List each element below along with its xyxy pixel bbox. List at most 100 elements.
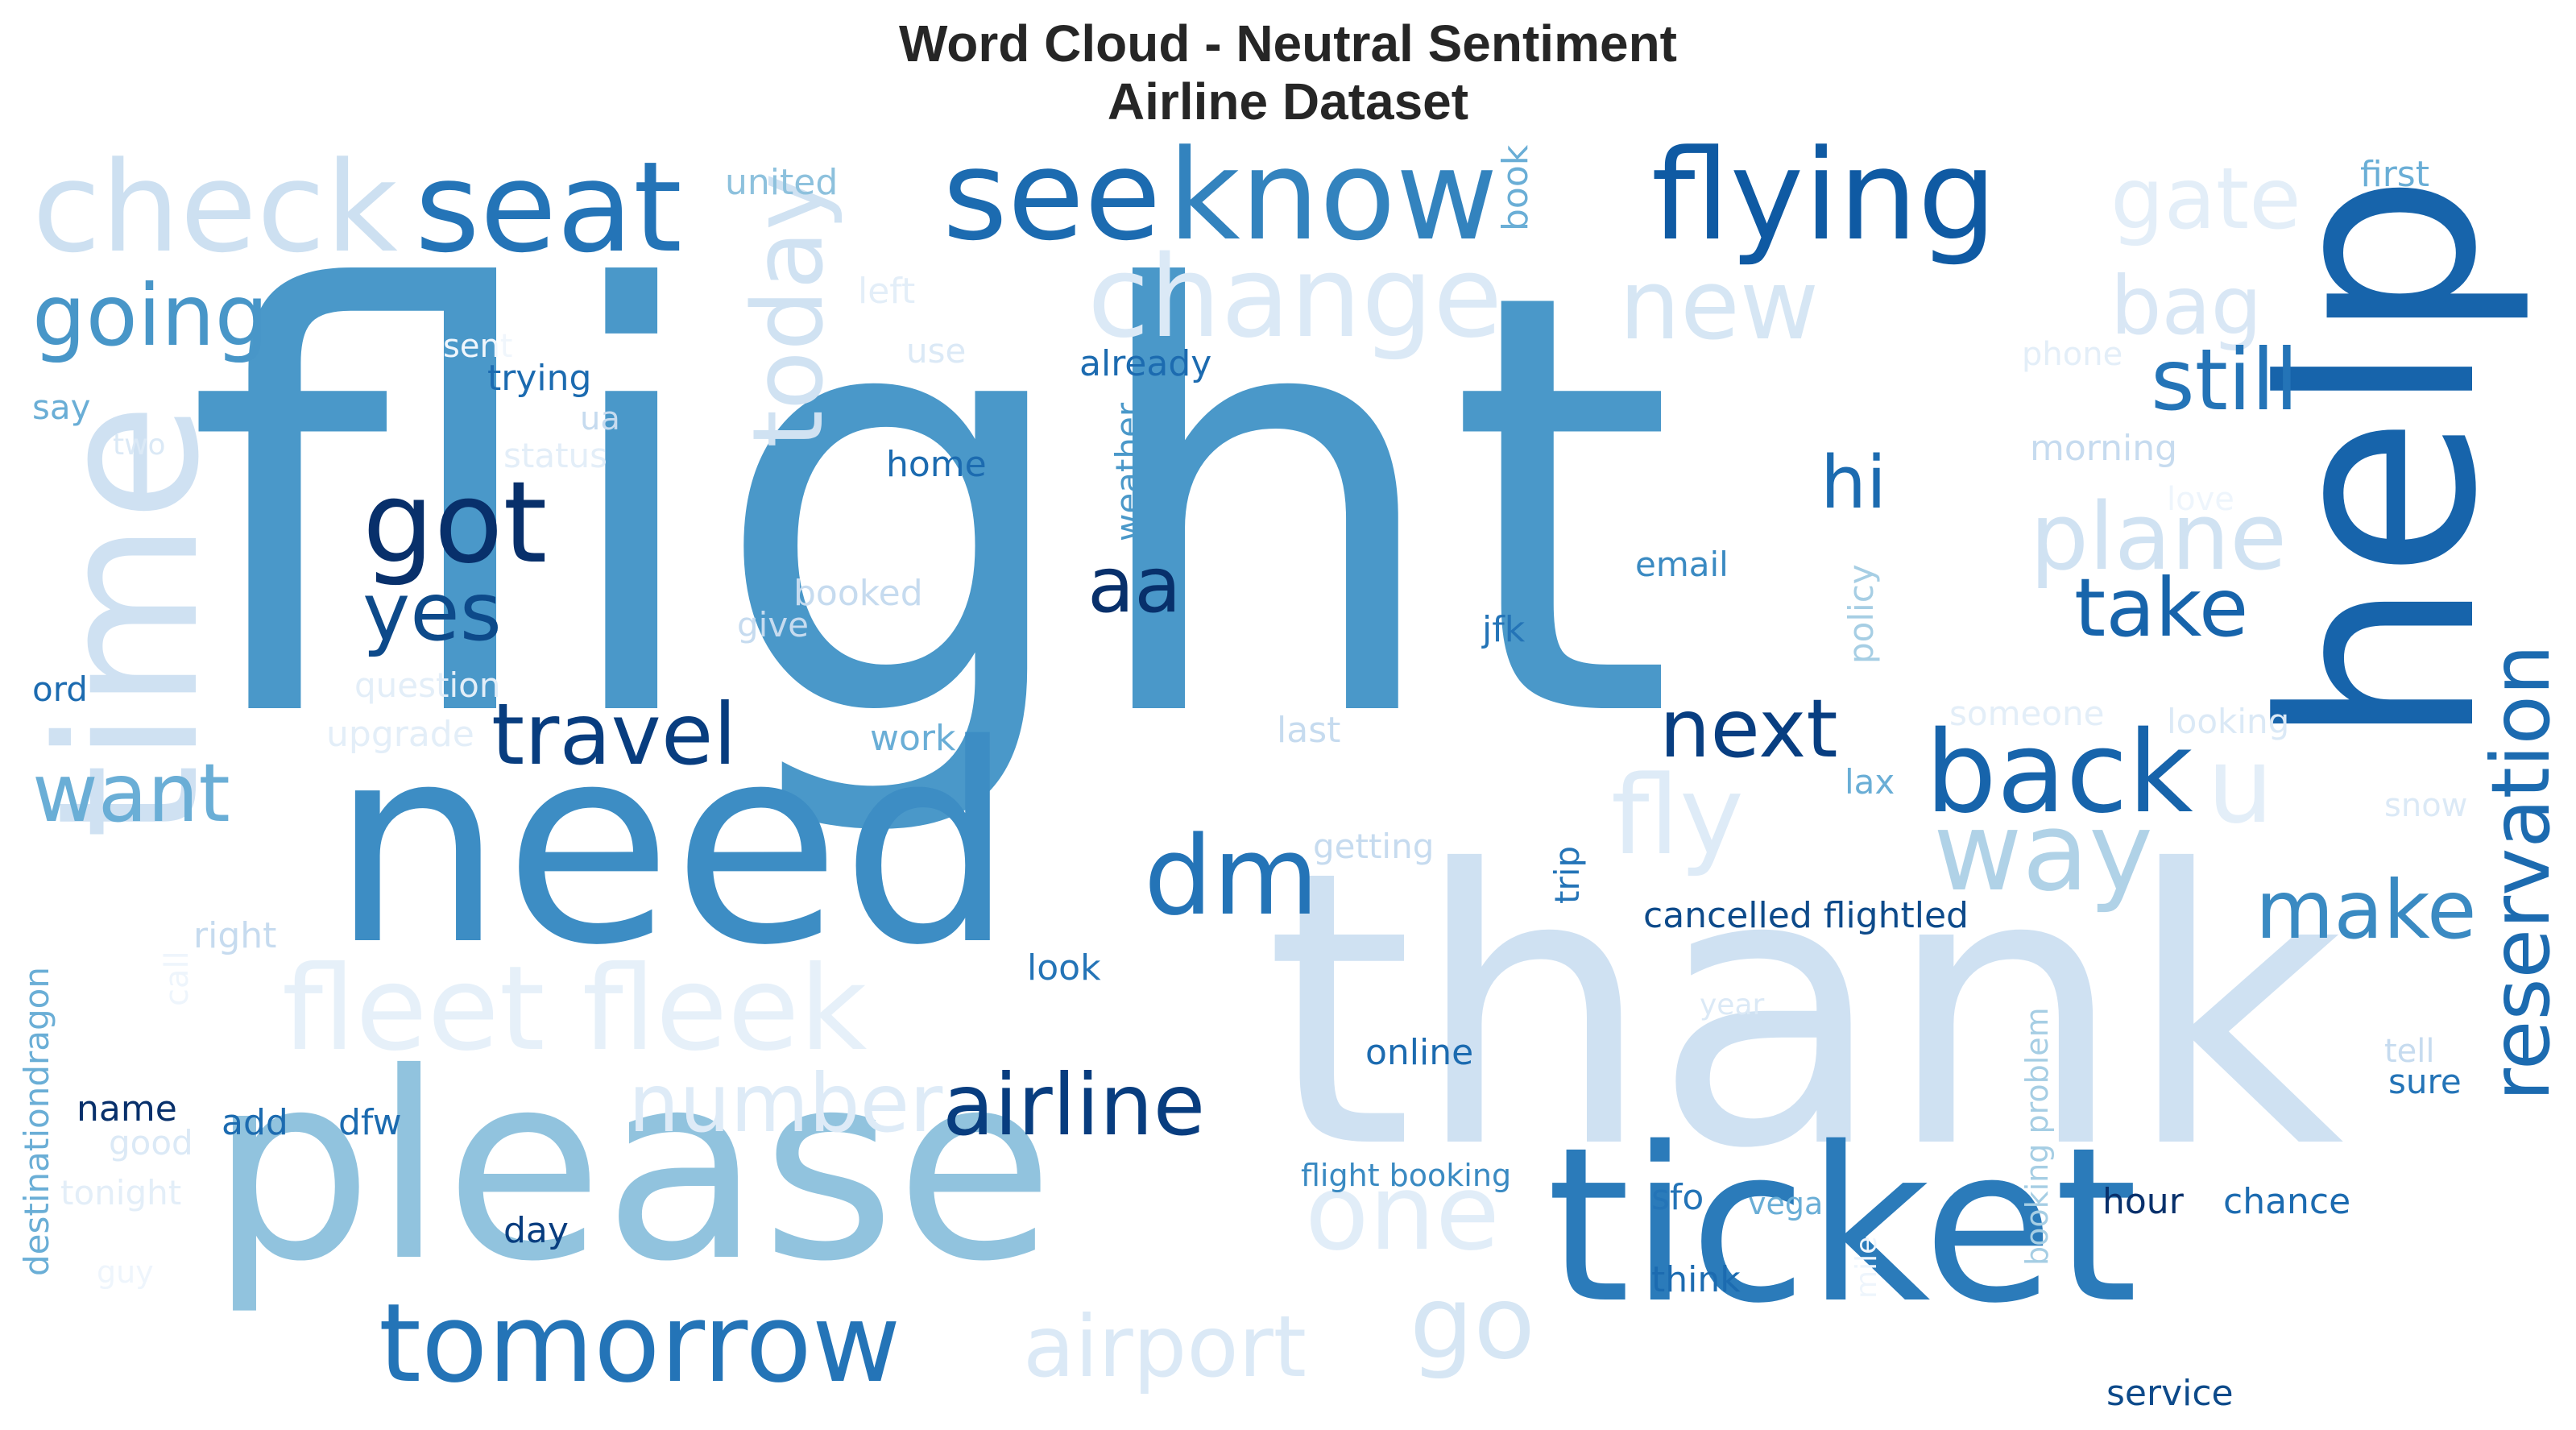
word-tonight: tonight (60, 1173, 182, 1212)
word-book: book (1495, 144, 1536, 231)
word-fly: fly (1611, 752, 1744, 879)
word-please: please (209, 1018, 1054, 1318)
word-jfk: jfk (1482, 609, 1526, 650)
word-going: going (32, 267, 269, 365)
word-year: year (1700, 989, 1765, 1022)
word-mile: mile (1850, 1236, 1883, 1299)
word-see: see (942, 122, 1162, 268)
word-vega: vega (1748, 1186, 1824, 1221)
word-airport: airport (1023, 1298, 1307, 1396)
word-service: service (2106, 1373, 2234, 1414)
word-take: take (2074, 561, 2249, 655)
word-airline: airline (942, 1056, 1206, 1154)
word-one: one (1305, 1151, 1500, 1274)
word-need: need (330, 686, 1015, 1005)
word-online: online (1365, 1032, 1474, 1073)
word-looking: looking (2167, 702, 2290, 741)
word-right: right (193, 915, 277, 956)
chart-subtitle: Airline Dataset (1107, 73, 1469, 131)
word-cancelled-flightled: cancelled flightled (1643, 895, 1969, 936)
word-think: think (1651, 1259, 1741, 1300)
word-look: look (1027, 947, 1101, 989)
word-upgrade: upgrade (326, 714, 474, 755)
word-policy: policy (1841, 564, 1881, 664)
word-dfw: dfw (338, 1102, 402, 1143)
word-hi: hi (1820, 441, 1887, 525)
word-gate: gate (2110, 150, 2301, 248)
word-snow: snow (2384, 787, 2468, 824)
word-status: status (503, 436, 608, 475)
word-u: u (2207, 724, 2274, 847)
word-tell: tell (2384, 1033, 2435, 1070)
word-name: name (77, 1088, 177, 1129)
word-ua: ua (580, 400, 620, 437)
word-lax: lax (1845, 762, 1895, 802)
word-united: united (725, 162, 839, 203)
word-getting: getting (1313, 827, 1435, 866)
word-two: two (113, 429, 166, 462)
word-thank: thank (1265, 790, 2345, 1231)
word-hour: hour (2102, 1181, 2184, 1222)
word-last: last (1277, 710, 1341, 751)
word-trying: trying (487, 358, 592, 399)
word-number: number (628, 1056, 943, 1150)
word-someone: someone (1949, 694, 2105, 733)
word-check: check (32, 135, 398, 280)
word-make: make (2255, 863, 2477, 957)
word-got: got (362, 458, 548, 589)
word-want: want (32, 746, 230, 840)
word-new: new (1619, 250, 1820, 362)
word-go: go (1410, 1265, 1535, 1382)
word-good: good (109, 1123, 193, 1163)
word-sure: sure (2388, 1062, 2462, 1101)
word-give: give (737, 605, 810, 645)
word-ord: ord (32, 669, 88, 709)
word-love: love (2167, 481, 2234, 518)
word-left: left (858, 271, 916, 312)
word-know: know (1168, 122, 1498, 268)
word-yes: yes (362, 565, 502, 659)
word-fleet-fleek: fleet fleek (282, 941, 868, 1077)
word-call: call (159, 951, 196, 1006)
word-plane: plane (2030, 483, 2288, 591)
word-today: today (733, 172, 845, 448)
word-question: question (354, 665, 501, 705)
word-ticket: ticket (1547, 1102, 2139, 1350)
word-home: home (886, 444, 987, 485)
word-guy: guy (97, 1254, 154, 1290)
word-already: already (1079, 343, 1212, 384)
word-flight: flight (185, 170, 1675, 845)
word-work: work (870, 718, 956, 759)
word-morning: morning (2030, 428, 2178, 469)
word-destinationdragon: destinationdragon (17, 967, 56, 1276)
word-say: say (32, 388, 91, 427)
word-aa: aa (1087, 541, 1182, 630)
word-seat: seat (415, 135, 682, 280)
word-still: still (2151, 331, 2299, 429)
word-day: day (503, 1210, 569, 1251)
word-weather: weather (1108, 402, 1148, 541)
word-dm: dm (1144, 813, 1319, 939)
word-trip: trip (1547, 845, 1587, 904)
word-use: use (906, 331, 967, 371)
word-bag: bag (2110, 259, 2263, 353)
word-tomorrow: tomorrow (379, 1280, 901, 1407)
word-flight-booking: flight booking (1301, 1158, 1512, 1193)
word-reservation: reservation (2474, 644, 2568, 1101)
word-next: next (1659, 682, 1838, 776)
word-sfo: sfo (1651, 1177, 1704, 1218)
word-booking-problem: booking problem (2019, 1007, 2055, 1266)
word-travel: travel (491, 686, 737, 784)
word-first: first (2360, 154, 2429, 195)
word-way: way (1933, 789, 2154, 915)
word-phone: phone (2022, 336, 2123, 373)
word-add: add (222, 1102, 288, 1143)
chart-title: Word Cloud - Neutral Sentiment (899, 15, 1677, 73)
word-booked: booked (793, 573, 923, 614)
word-sent: sent (443, 328, 513, 365)
word-change: change (1087, 232, 1503, 363)
word-email: email (1635, 545, 1729, 584)
word-back: back (1925, 707, 2193, 839)
word-chance: chance (2223, 1181, 2351, 1222)
